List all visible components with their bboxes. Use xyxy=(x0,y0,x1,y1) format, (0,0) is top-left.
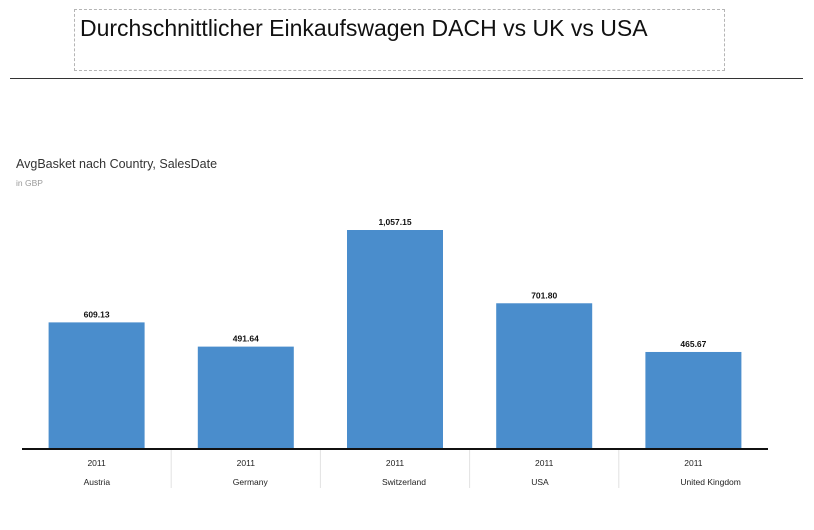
x-tick-country: United Kingdom xyxy=(680,477,740,487)
x-tick-country: Germany xyxy=(233,477,269,487)
page-title: Durchschnittlicher Einkaufswagen DACH vs… xyxy=(80,15,648,41)
x-tick-year: 2011 xyxy=(535,458,554,468)
data-label: 701.80 xyxy=(531,290,557,300)
bar[interactable] xyxy=(496,303,593,448)
x-tick-year: 2011 xyxy=(386,458,405,468)
x-tick-year: 2011 xyxy=(237,458,256,468)
chart-subtitle: in GBP xyxy=(16,178,43,188)
data-label: 1,057.15 xyxy=(378,217,411,227)
bar[interactable] xyxy=(347,230,443,448)
x-tick-year: 2011 xyxy=(684,458,703,468)
data-label: 609.13 xyxy=(84,309,110,319)
x-tick-country: Austria xyxy=(84,477,111,487)
data-label: 465.67 xyxy=(680,339,706,349)
title-divider xyxy=(10,78,803,79)
bar[interactable] xyxy=(197,346,294,448)
x-tick-country: Switzerland xyxy=(382,477,426,487)
x-tick-country: USA xyxy=(531,477,549,487)
x-tick-year: 2011 xyxy=(87,458,106,468)
bar[interactable] xyxy=(48,322,145,448)
data-label: 491.64 xyxy=(233,334,259,344)
bar[interactable] xyxy=(645,351,742,448)
chart-title: AvgBasket nach Country, SalesDate xyxy=(16,157,218,171)
title-box[interactable]: Durchschnittlicher Einkaufswagen DACH vs… xyxy=(74,9,725,71)
